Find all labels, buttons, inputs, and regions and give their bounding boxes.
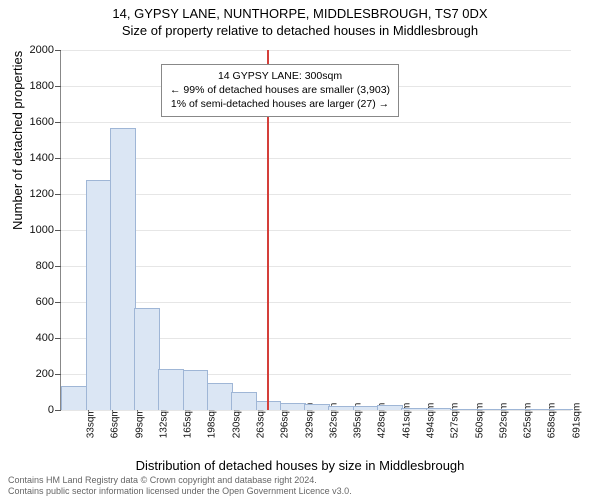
histogram-bar xyxy=(158,369,184,411)
x-tick-label: 395sqm xyxy=(352,414,363,438)
histogram-bar xyxy=(280,403,306,410)
y-tick xyxy=(55,86,61,87)
y-tick-label: 400 xyxy=(16,332,54,344)
histogram-bar xyxy=(474,409,500,410)
y-tick-label: 200 xyxy=(16,368,54,380)
x-tick-label: 362sqm xyxy=(328,414,339,438)
x-tick-label: 527sqm xyxy=(450,414,461,438)
histogram-bar xyxy=(231,392,257,410)
histogram-bar xyxy=(450,409,476,410)
footer-line-1: Contains HM Land Registry data © Crown c… xyxy=(8,475,352,486)
grid-line xyxy=(61,158,571,159)
y-tick-label: 1800 xyxy=(16,80,54,92)
histogram-bar xyxy=(353,406,379,410)
y-tick-label: 1400 xyxy=(16,152,54,164)
histogram-bar xyxy=(110,128,136,410)
x-tick-label: 99sqm xyxy=(134,414,145,438)
y-tick xyxy=(55,374,61,375)
histogram-bar xyxy=(328,406,354,410)
grid-line xyxy=(61,302,571,303)
x-tick-label: 230sqm xyxy=(231,414,242,438)
x-tick-label: 494sqm xyxy=(425,414,436,438)
footer-attribution: Contains HM Land Registry data © Crown c… xyxy=(8,475,352,497)
histogram-bar xyxy=(498,409,524,410)
x-tick-label: 33sqm xyxy=(85,414,96,438)
plot-area: 020040060080010001200140016001800200033s… xyxy=(60,50,571,411)
grid-line xyxy=(61,194,571,195)
x-tick-label: 560sqm xyxy=(474,414,485,438)
y-tick xyxy=(55,410,61,411)
x-tick-label: 329sqm xyxy=(304,414,315,438)
histogram-bar xyxy=(183,370,209,410)
y-tick-label: 800 xyxy=(16,260,54,272)
title-address: 14, GYPSY LANE, NUNTHORPE, MIDDLESBROUGH… xyxy=(0,6,600,23)
x-tick-label: 625sqm xyxy=(522,414,533,438)
y-tick xyxy=(55,338,61,339)
y-tick-label: 1000 xyxy=(16,224,54,236)
y-tick xyxy=(55,194,61,195)
x-tick-label: 198sqm xyxy=(207,414,218,438)
title-subtitle: Size of property relative to detached ho… xyxy=(0,23,600,40)
histogram-bar xyxy=(547,409,573,410)
y-tick-label: 600 xyxy=(16,296,54,308)
x-tick-label: 428sqm xyxy=(377,414,388,438)
y-tick xyxy=(55,50,61,51)
annotation-line-3: 1% of semi-detached houses are larger (2… xyxy=(170,97,390,111)
histogram-bar xyxy=(61,386,87,410)
x-tick-label: 263sqm xyxy=(255,414,266,438)
x-tick-label: 296sqm xyxy=(280,414,291,438)
y-tick xyxy=(55,158,61,159)
annotation-line-2: ← 99% of detached houses are smaller (3,… xyxy=(170,83,390,97)
y-tick xyxy=(55,302,61,303)
x-axis-title: Distribution of detached houses by size … xyxy=(0,458,600,473)
histogram-bar xyxy=(207,383,233,410)
annotation-box: 14 GYPSY LANE: 300sqm← 99% of detached h… xyxy=(161,64,399,117)
x-tick-label: 592sqm xyxy=(498,414,509,438)
histogram-bar xyxy=(523,409,549,410)
y-tick xyxy=(55,122,61,123)
x-tick-label: 658sqm xyxy=(547,414,558,438)
y-tick xyxy=(55,266,61,267)
x-tick-label: 691sqm xyxy=(571,414,582,438)
grid-line xyxy=(61,122,571,123)
x-tick-label: 165sqm xyxy=(182,414,193,438)
grid-line xyxy=(61,230,571,231)
y-tick-label: 2000 xyxy=(16,44,54,56)
x-tick-label: 132sqm xyxy=(158,414,169,438)
histogram-bar xyxy=(426,408,452,410)
grid-line xyxy=(61,266,571,267)
histogram-bar xyxy=(86,180,112,410)
histogram-bar xyxy=(377,405,403,410)
histogram-bar xyxy=(304,404,330,410)
chart-title-block: 14, GYPSY LANE, NUNTHORPE, MIDDLESBROUGH… xyxy=(0,0,600,40)
x-tick-label: 66sqm xyxy=(110,414,121,438)
footer-line-2: Contains public sector information licen… xyxy=(8,486,352,497)
x-tick-label: 461sqm xyxy=(401,414,412,438)
histogram-bar xyxy=(401,408,427,410)
y-tick xyxy=(55,230,61,231)
y-axis-title: Number of detached properties xyxy=(10,51,25,230)
y-tick-label: 0 xyxy=(16,404,54,416)
annotation-line-1: 14 GYPSY LANE: 300sqm xyxy=(170,69,390,83)
histogram-bar xyxy=(134,308,160,410)
y-tick-label: 1200 xyxy=(16,188,54,200)
grid-line xyxy=(61,50,571,51)
y-tick-label: 1600 xyxy=(16,116,54,128)
